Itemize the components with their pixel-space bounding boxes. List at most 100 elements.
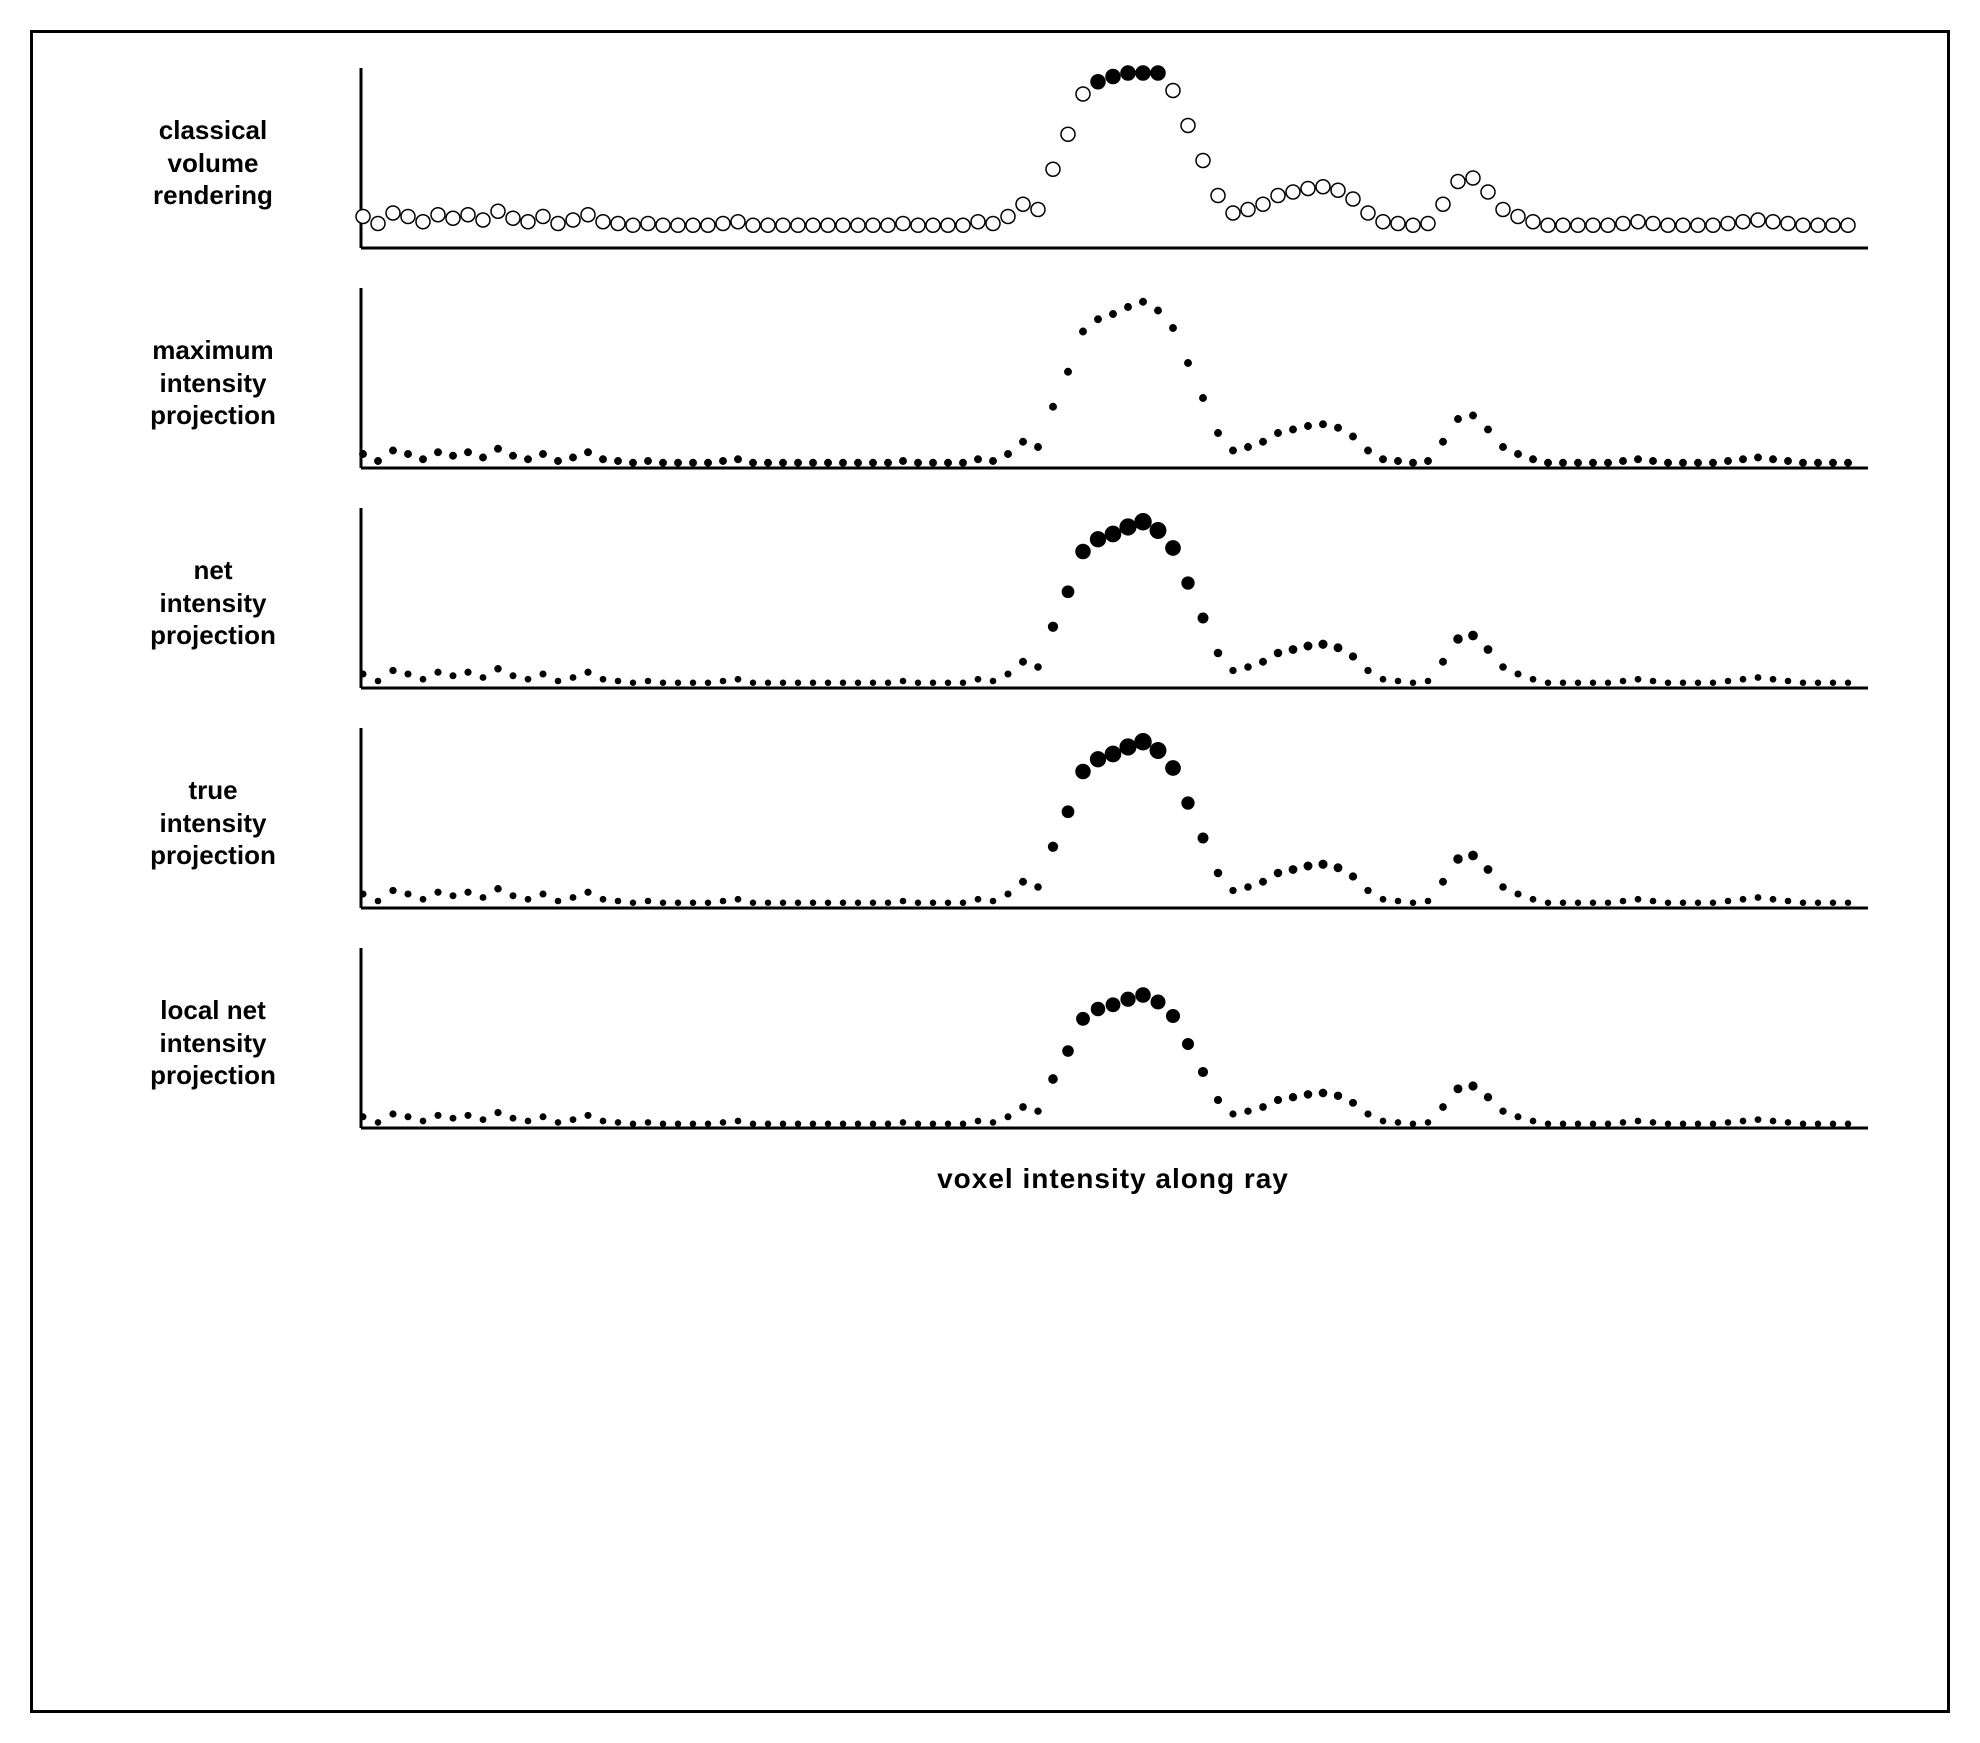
data-point	[1319, 640, 1327, 648]
data-point	[691, 680, 696, 685]
data-point	[1286, 185, 1300, 199]
data-point	[1620, 458, 1626, 464]
data-point	[1646, 217, 1660, 231]
data-point	[1545, 460, 1551, 466]
data-point	[1515, 451, 1521, 457]
data-point	[1335, 1092, 1342, 1099]
data-point	[1785, 898, 1790, 903]
data-point	[1845, 460, 1851, 466]
plot-classical	[353, 63, 1883, 263]
data-point	[1411, 900, 1416, 905]
data-point	[731, 215, 745, 229]
data-point	[521, 215, 535, 229]
data-point	[1496, 203, 1510, 217]
data-point	[1214, 649, 1221, 656]
data-point	[1500, 884, 1506, 890]
data-point	[1061, 127, 1075, 141]
data-point	[1395, 678, 1400, 683]
data-point	[1755, 895, 1760, 900]
data-point	[796, 900, 801, 905]
data-point	[596, 215, 610, 229]
data-point	[495, 446, 501, 452]
data-point	[946, 1121, 951, 1126]
data-point	[1631, 215, 1645, 229]
data-point	[1740, 677, 1745, 682]
data-point	[1406, 218, 1420, 232]
data-point	[1185, 360, 1191, 366]
data-point	[716, 217, 730, 231]
data-point	[390, 1111, 396, 1117]
data-point	[1425, 678, 1430, 683]
data-point	[645, 458, 651, 464]
data-point	[855, 460, 861, 466]
data-point	[1816, 1121, 1821, 1126]
data-point	[615, 898, 620, 903]
data-point	[1541, 218, 1555, 232]
data-point	[600, 456, 606, 462]
data-point	[405, 671, 411, 677]
data-point	[746, 218, 760, 232]
data-point	[886, 1121, 891, 1126]
data-point	[856, 900, 861, 905]
data-point	[1289, 866, 1296, 873]
data-point	[1230, 1111, 1236, 1117]
data-point	[1182, 797, 1194, 809]
data-point	[1150, 743, 1165, 758]
data-point	[916, 900, 921, 905]
data-point	[796, 680, 801, 685]
data-point	[1666, 1121, 1671, 1126]
data-point	[1530, 456, 1536, 462]
data-point	[691, 1121, 696, 1126]
panel-label-net: net intensity projection	[83, 554, 353, 652]
data-point	[1454, 855, 1462, 863]
data-point	[661, 680, 666, 685]
data-point	[1484, 646, 1491, 653]
data-point	[1077, 1013, 1089, 1025]
data-point	[581, 208, 595, 222]
data-point	[1106, 70, 1120, 84]
data-point	[1346, 192, 1360, 206]
data-point	[435, 449, 441, 455]
data-point	[1691, 218, 1705, 232]
charts-area: classical volume rendering maximum inten…	[83, 63, 1883, 1195]
data-point	[1182, 577, 1194, 589]
data-point	[1841, 218, 1855, 232]
data-point	[1770, 1118, 1775, 1123]
data-point	[961, 900, 966, 905]
data-point	[1334, 644, 1341, 651]
data-point	[1635, 1118, 1640, 1123]
data-point	[780, 460, 786, 466]
data-point	[1035, 664, 1041, 670]
data-point	[1391, 217, 1405, 231]
data-point	[1650, 1120, 1655, 1125]
data-point	[1215, 430, 1221, 436]
data-point	[931, 1121, 936, 1126]
data-point	[1150, 523, 1165, 538]
data-point	[1826, 218, 1840, 232]
data-point	[1515, 1114, 1520, 1119]
data-point	[1800, 460, 1806, 466]
data-point	[701, 218, 715, 232]
data-point	[885, 460, 891, 466]
data-point	[1511, 210, 1525, 224]
data-point	[1049, 842, 1058, 851]
data-point	[1606, 680, 1611, 685]
data-point	[1121, 66, 1135, 80]
data-point	[615, 1120, 620, 1125]
data-point	[1080, 328, 1086, 334]
data-point	[1361, 206, 1375, 220]
data-point	[540, 1114, 545, 1119]
data-point	[360, 1114, 365, 1119]
data-point	[510, 453, 516, 459]
data-point	[1666, 680, 1671, 685]
data-point	[1696, 680, 1701, 685]
data-point	[1591, 680, 1596, 685]
data-point	[735, 1118, 740, 1123]
data-point	[735, 897, 740, 902]
data-point	[1781, 217, 1795, 231]
data-point	[675, 460, 681, 466]
data-point	[420, 677, 425, 682]
data-point	[1166, 761, 1180, 775]
data-point	[896, 217, 910, 231]
data-point	[661, 900, 666, 905]
